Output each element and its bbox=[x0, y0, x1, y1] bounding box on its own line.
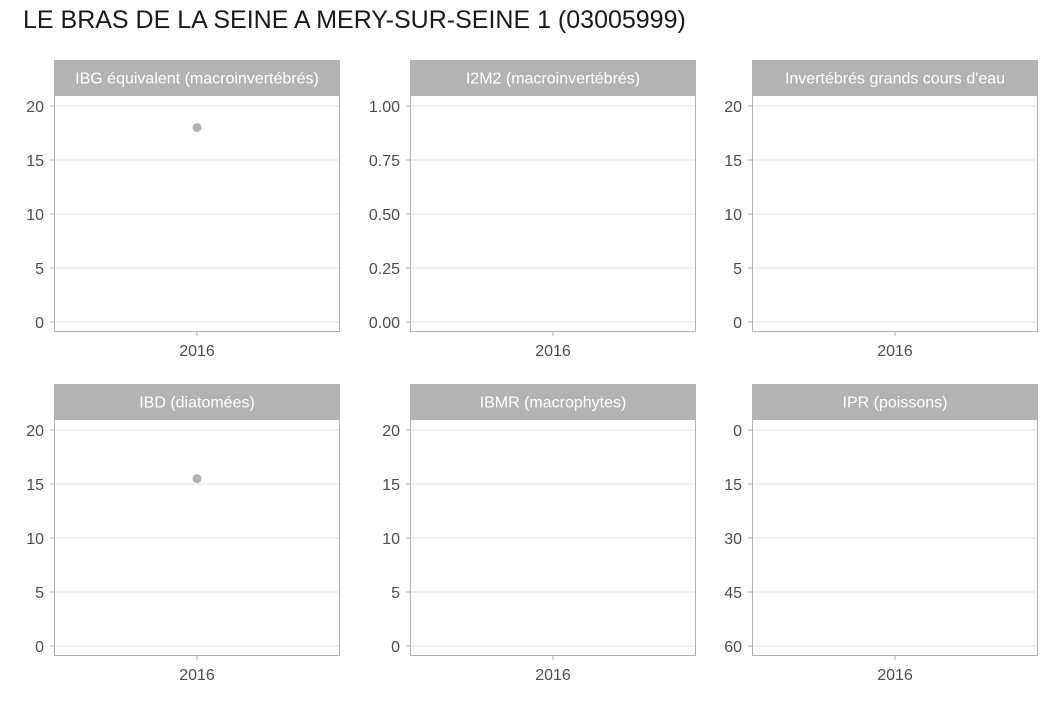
y-tick-label: 10 bbox=[26, 207, 44, 224]
facet-strip bbox=[752, 384, 1038, 419]
y-tick-label: 5 bbox=[733, 261, 742, 278]
y-tick-label: 20 bbox=[382, 423, 400, 440]
y-tick-label: 20 bbox=[724, 99, 742, 116]
y-tick-label: 0 bbox=[733, 315, 742, 332]
facet-panel: I2M2 (macroinvertébrés) 0.00 0.25 0.50 0.75 1… bbox=[369, 60, 696, 360]
y-tick-label: 0.25 bbox=[369, 261, 400, 278]
y-tick-label: 45 bbox=[724, 585, 742, 602]
y-tick-label: 5 bbox=[35, 585, 44, 602]
y-tick-label: 10 bbox=[382, 531, 400, 548]
y-tick-label: 15 bbox=[382, 477, 400, 494]
x-tick-label: 2016 bbox=[179, 343, 215, 360]
facet-strip bbox=[54, 60, 340, 95]
data-point bbox=[192, 474, 202, 484]
y-tick-label: 15 bbox=[26, 153, 44, 170]
x-tick-label: 2016 bbox=[877, 343, 913, 360]
facet-panel: IBMR (macrophytes) 0 5 10 15 20 2016 bbox=[382, 384, 696, 684]
facet-strip bbox=[410, 384, 696, 419]
y-tick-label: 15 bbox=[724, 153, 742, 170]
y-tick-label: 15 bbox=[724, 477, 742, 494]
facet-strip-title: IBMR (macrophytes) bbox=[480, 395, 627, 412]
panel-border bbox=[752, 95, 1038, 332]
facet-strip bbox=[410, 60, 696, 95]
y-tick-label: 0.50 bbox=[369, 207, 400, 224]
x-tick-label: 2016 bbox=[877, 667, 913, 684]
y-tick-label: 10 bbox=[724, 207, 742, 224]
y-tick-label: 15 bbox=[26, 477, 44, 494]
y-tick-label: 0 bbox=[35, 315, 44, 332]
y-tick-label: 0.00 bbox=[369, 315, 400, 332]
data-point bbox=[192, 123, 202, 133]
facet-panel: IBG équivalent (macroinvertébrés) 0 5 10 15 2… bbox=[26, 60, 340, 360]
y-tick-label: 0 bbox=[733, 423, 742, 440]
facet-panel: IPR (poissons) 0 15 30 45 60 2016 bbox=[724, 384, 1038, 684]
facet-strip-title: IPR (poissons) bbox=[843, 395, 948, 412]
facet-strip bbox=[54, 384, 340, 419]
y-tick-label: 0.75 bbox=[369, 153, 400, 170]
facet-panel: Invertébrés grands cours d'eau 0 5 10 15 20 20… bbox=[724, 60, 1038, 360]
facet-strip-title: I2M2 (macroinvertébrés) bbox=[466, 71, 640, 88]
y-tick-label: 0 bbox=[391, 639, 400, 656]
y-tick-label: 0 bbox=[35, 639, 44, 656]
page-title: LE BRAS DE LA SEINE A MERY-SUR-SEINE 1 (… bbox=[23, 6, 686, 34]
facet-strip-title: IBD (diatomées) bbox=[139, 395, 255, 412]
y-tick-label: 60 bbox=[724, 639, 742, 656]
y-tick-label: 30 bbox=[724, 531, 742, 548]
facet-strip bbox=[752, 60, 1038, 95]
facet-strip-title: Invertébrés grands cours d'eau bbox=[785, 71, 1005, 88]
y-tick-label: 1.00 bbox=[369, 99, 400, 116]
panel-border bbox=[410, 419, 696, 656]
x-tick-label: 2016 bbox=[535, 343, 571, 360]
y-tick-label: 20 bbox=[26, 99, 44, 116]
panel-border bbox=[410, 95, 696, 332]
x-tick-label: 2016 bbox=[179, 667, 215, 684]
panel-border bbox=[54, 419, 340, 656]
x-tick-label: 2016 bbox=[535, 667, 571, 684]
panel-border bbox=[54, 95, 340, 332]
panel-border bbox=[752, 419, 1038, 656]
facet-strip-title: IBG équivalent (macroinvertébrés) bbox=[75, 71, 319, 88]
facet-panel: IBD (diatomées) 0 5 10 15 20 2016 bbox=[26, 384, 340, 684]
y-tick-label: 5 bbox=[35, 261, 44, 278]
y-tick-label: 20 bbox=[26, 423, 44, 440]
y-tick-label: 5 bbox=[391, 585, 400, 602]
y-tick-label: 10 bbox=[26, 531, 44, 548]
